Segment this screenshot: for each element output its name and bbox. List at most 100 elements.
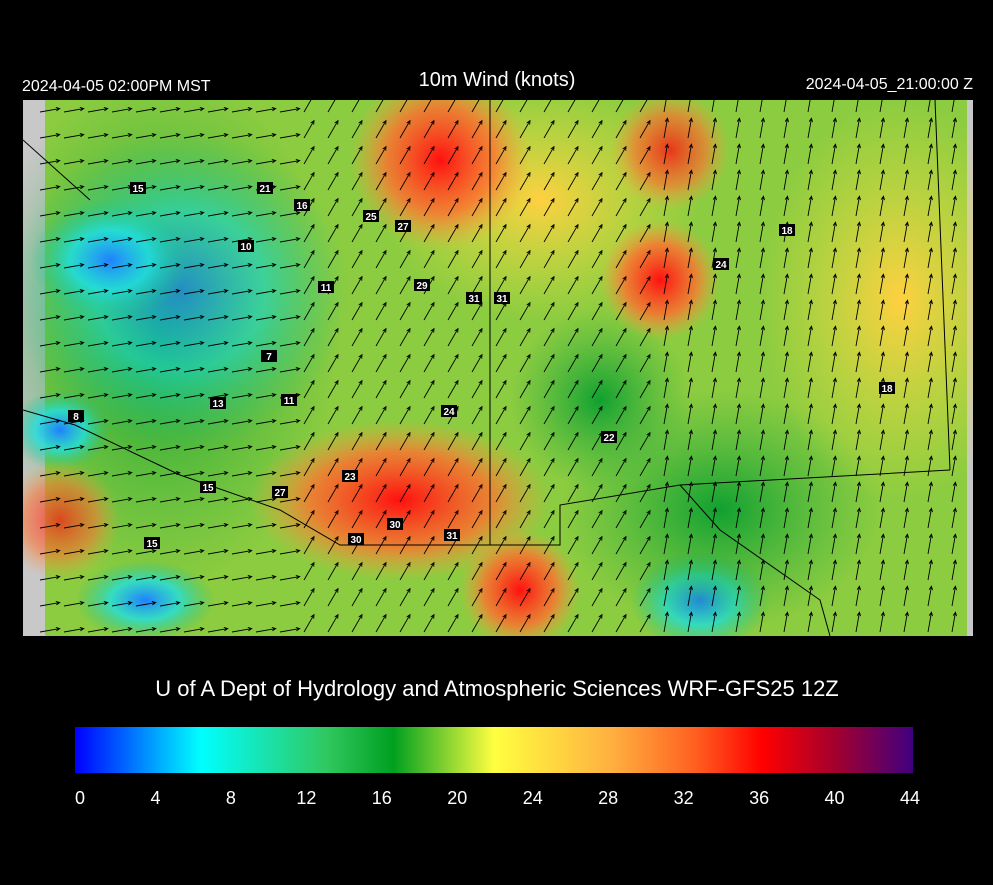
wind-arrow [135,159,157,165]
wind-arrow [39,289,61,295]
wind-arrow [111,367,133,373]
wind-arrow [327,379,339,399]
wind-arrow [855,221,861,243]
wind-arrow [855,351,861,373]
wind-arrow [399,301,411,321]
wind-arrow [831,195,837,217]
wind-arrow [207,549,229,555]
station-box [257,182,273,194]
wind-arrow [567,171,579,191]
wind-arrow [711,481,717,503]
wind-arrow [615,100,624,113]
wind-arrow [903,403,909,425]
wind-arrow [855,117,861,139]
wind-arrow [663,585,669,607]
station-value: 11 [321,283,332,294]
wind-arrow [447,145,459,165]
wind-arrow [375,535,387,555]
wind-arrow [519,223,531,243]
wind-arrow [927,533,933,555]
wind-arrow [759,273,765,295]
wind-arrow [63,315,85,321]
wind-arrow [279,367,301,373]
wind-arrow [567,327,579,347]
wind-arrow [855,325,861,347]
wind-arrow [807,611,813,633]
station-value: 22 [603,433,615,444]
wind-arrow [831,351,837,373]
wind-arrow [399,145,411,165]
wind-arrow [423,301,435,321]
wind-arrow [159,289,181,295]
wind-arrow [87,107,109,113]
wind-arrow [471,249,483,269]
wind-arrow [87,523,109,529]
wind-arrow [543,301,555,321]
wind-arrow [735,117,741,139]
wind-arrow [423,483,435,503]
wind-arrow [831,169,837,191]
wind-arrow [831,325,837,347]
wind-arrow [783,403,789,425]
wind-arrow [351,301,363,321]
wind-arrow [327,301,339,321]
wind-arrow [879,533,885,555]
wind-arrow [39,107,61,113]
wind-arrow [519,353,531,373]
wind-arrow [951,351,957,373]
wind-arrow [327,145,339,165]
wind-arrow [783,143,789,165]
wind-arrow [231,341,253,347]
wind-arrow [423,100,432,113]
wind-arrow [207,211,229,217]
wind-arrow [447,301,459,321]
wind-arrow [39,497,61,503]
wind-arrow [543,509,555,529]
wind-arrow [783,377,789,399]
wind-arrow [519,119,531,139]
wind-arrow [807,325,813,347]
wind-arrow [519,483,531,503]
wind-arrow [591,613,603,633]
wind-arrow [495,327,507,347]
colorbar [75,727,913,773]
wind-arrow [903,481,909,503]
station-value: 24 [715,260,727,271]
wind-arrow [831,273,837,295]
wind-arrow [159,315,181,321]
wind-arrow [807,273,813,295]
wind-arrow [207,185,229,191]
wind-arrow [903,377,909,399]
wind-arrow [183,627,205,633]
wind-arrow [807,299,813,321]
wind-arrow [111,211,133,217]
wind-arrow [519,275,531,295]
wind-arrow [303,613,315,633]
wind-arrow [63,107,85,113]
wind-arrow [759,195,765,217]
wind-arrow [711,221,717,243]
wind-arrow [711,100,715,113]
wind-arrow [351,223,363,243]
wind-arrow [543,353,555,373]
wind-arrow [567,535,579,555]
wind-arrow [927,221,933,243]
wind-arrow [687,351,693,373]
wind-arrow [735,299,741,321]
wind-arrow [519,197,531,217]
wind-arrow [447,613,459,633]
wind-arrow [471,145,483,165]
station-box [441,405,457,417]
wind-arrow [855,559,861,581]
wind-arrow [735,221,741,243]
wind-arrow [183,263,205,269]
wind-arrow [759,143,765,165]
wind-arrow [399,249,411,269]
wind-arrow [447,587,459,607]
wind-arrow [735,247,741,269]
wind-arrow [351,431,363,451]
wind-arrow [351,353,363,373]
wind-arrow [135,549,157,555]
wind-arrow [375,379,387,399]
wind-arrow [327,197,339,217]
